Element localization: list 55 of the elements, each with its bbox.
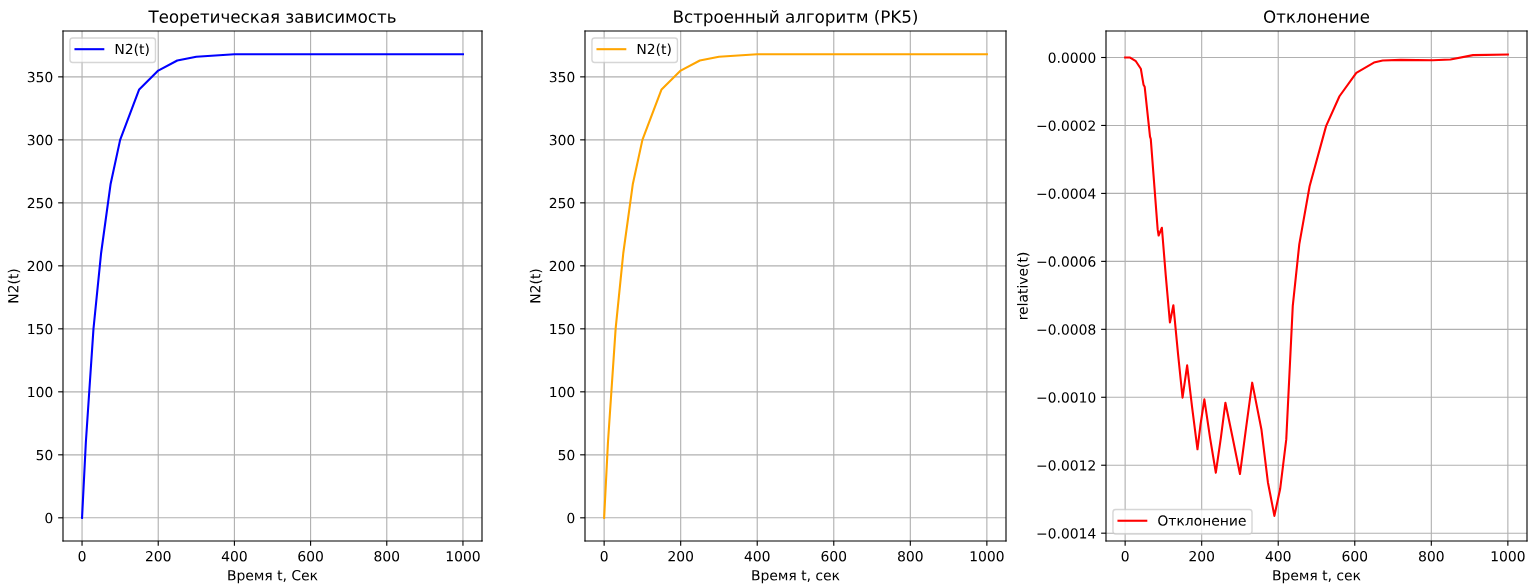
x-tick-label: 0: [600, 550, 608, 562]
y-tick-label: 200: [27, 260, 53, 272]
y-tick-label: −0.0002: [1037, 120, 1095, 131]
chart-title: Теоретическая зависимость: [148, 10, 396, 27]
x-tick-label: 800: [898, 550, 923, 562]
x-tick-label: 400: [221, 550, 247, 562]
x-tick-label: 800: [1419, 550, 1444, 562]
y-axis-title: N2(t): [529, 269, 543, 303]
x-tick-label: 1000: [446, 550, 480, 562]
line-series: [1124, 53, 1509, 517]
legend-label: N2(t): [637, 43, 671, 56]
x-axis-title: Время t, сек: [1273, 570, 1361, 584]
x-axis-title: Время t, Сек: [228, 569, 318, 584]
y-tick-label: −0.0006: [1037, 256, 1096, 267]
y-tick-label: 0: [567, 512, 575, 524]
y-tick-label: 300: [27, 134, 53, 146]
x-tick-label: 400: [1265, 550, 1291, 562]
y-tick-label: 250: [27, 197, 53, 209]
x-tick-label: 200: [145, 550, 171, 562]
x-axis-title: Время t, сек: [752, 570, 840, 584]
y-tick-label: 50: [36, 449, 53, 461]
x-tick-label: 1000: [970, 550, 1004, 562]
y-tick-label: 100: [28, 386, 53, 398]
y-tick-label: −0.0004: [1037, 188, 1096, 199]
y-tick-label: −0.0010: [1037, 392, 1096, 403]
y-tick-label: 100: [550, 386, 575, 398]
y-tick-label: −0.0014: [1037, 528, 1096, 539]
y-tick-label: 150: [28, 323, 53, 335]
y-tick-label: 350: [27, 71, 53, 83]
legend-label: Отклонение: [1158, 515, 1246, 526]
chart-title: Отклонение: [1263, 10, 1370, 23]
y-tick-label: −0.0008: [1037, 324, 1096, 335]
y-tick-label: 350: [549, 71, 575, 83]
x-tick-label: 200: [668, 550, 694, 562]
y-axis-title: relative(t): [1017, 252, 1030, 320]
x-tick-label: 1000: [1491, 550, 1525, 562]
x-tick-label: 200: [1189, 550, 1215, 562]
y-tick-label: 250: [549, 197, 575, 209]
x-tick-label: 0: [78, 550, 86, 562]
y-tick-label: 300: [549, 134, 575, 146]
x-tick-label: 600: [298, 550, 323, 562]
y-tick-label: 0: [45, 512, 53, 524]
y-tick-label: 0.0000: [1048, 52, 1096, 63]
y-tick-label: 150: [550, 323, 575, 335]
x-tick-label: 0: [1121, 550, 1129, 562]
y-tick-label: −0.0012: [1037, 460, 1095, 471]
y-axis-title: N2(t): [7, 269, 21, 303]
y-tick-label: 200: [549, 260, 575, 272]
x-tick-label: 600: [1342, 550, 1368, 562]
x-tick-label: 600: [821, 550, 847, 562]
y-tick-label: 50: [558, 449, 575, 461]
x-tick-label: 400: [744, 550, 770, 562]
chart-title: Встроенный алгоритм (PK5): [674, 10, 917, 27]
x-tick-label: 800: [374, 550, 400, 562]
legend-label: N2(t): [115, 43, 149, 56]
